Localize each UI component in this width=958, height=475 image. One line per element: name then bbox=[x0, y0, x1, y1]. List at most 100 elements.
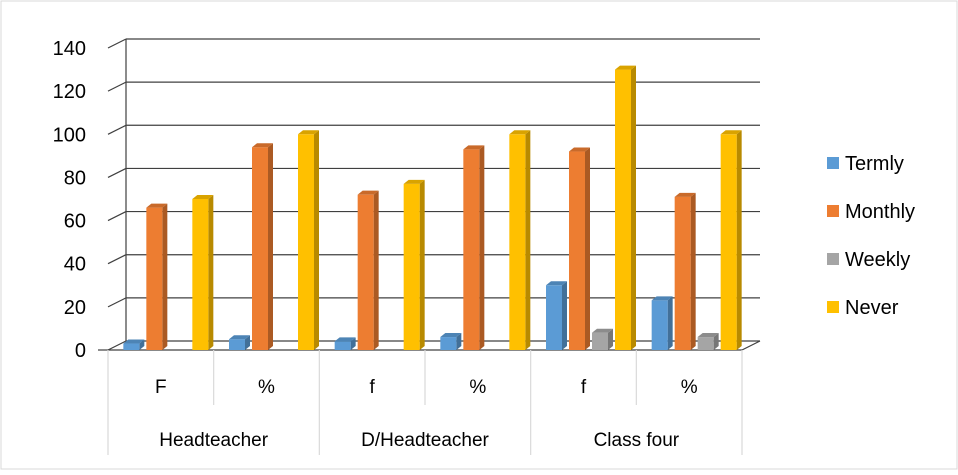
legend-item-monthly: Monthly bbox=[827, 201, 915, 223]
bar-top bbox=[252, 143, 273, 148]
bar-monthly-5 bbox=[674, 192, 696, 350]
bar-termly-2 bbox=[334, 337, 356, 350]
legend-label: Monthly bbox=[845, 201, 915, 223]
bar-front bbox=[463, 149, 480, 350]
bar-side bbox=[690, 192, 696, 350]
y-tick-label: 60 bbox=[64, 211, 86, 233]
bar-termly-3 bbox=[440, 333, 462, 350]
bar-side bbox=[456, 333, 462, 350]
bar-front bbox=[123, 343, 140, 350]
bar-side bbox=[608, 328, 613, 350]
gridline-edge bbox=[107, 297, 127, 308]
bar-top bbox=[229, 335, 250, 340]
bar-front bbox=[298, 134, 314, 350]
bar-side bbox=[562, 281, 567, 350]
bar-side bbox=[245, 335, 250, 350]
bar-top bbox=[357, 190, 379, 195]
bar-top bbox=[615, 65, 636, 70]
bar-front bbox=[720, 134, 737, 350]
legend-label: Weekly bbox=[845, 249, 910, 271]
bar-front bbox=[674, 196, 691, 350]
floor-right-edge bbox=[741, 340, 761, 351]
bar-side bbox=[631, 65, 636, 351]
bar-top bbox=[651, 296, 673, 301]
legend-item-never: Never bbox=[827, 297, 899, 319]
x-category-label: f bbox=[581, 377, 587, 398]
x-group-label: Class four bbox=[594, 430, 680, 451]
bars bbox=[123, 65, 742, 351]
bar-top bbox=[509, 130, 531, 135]
bar-top bbox=[192, 195, 214, 199]
bar-front bbox=[229, 339, 245, 350]
bar-termly-5 bbox=[651, 296, 673, 350]
legend-swatch bbox=[827, 205, 839, 217]
bar-top bbox=[334, 337, 356, 342]
bar-front bbox=[615, 69, 631, 351]
bar-top bbox=[569, 147, 590, 152]
bar-never-2 bbox=[403, 179, 425, 350]
gridline-edge bbox=[107, 211, 127, 222]
legend-label: Never bbox=[845, 297, 899, 319]
gridline-edge bbox=[107, 124, 127, 135]
bar-top bbox=[720, 130, 742, 135]
gridline-edge bbox=[107, 167, 127, 178]
bar-monthly-4 bbox=[569, 147, 590, 350]
bar-top bbox=[403, 179, 425, 184]
bar-front bbox=[252, 147, 268, 350]
legend-item-termly: Termly bbox=[827, 153, 904, 175]
bar-side bbox=[736, 130, 742, 350]
gridline-edge bbox=[107, 340, 127, 351]
y-tick-label: 0 bbox=[75, 340, 86, 362]
bar-side bbox=[713, 333, 719, 350]
bar-front bbox=[651, 300, 668, 350]
y-axis-ticks: 0 20 40 60 80 100 120 140 bbox=[53, 38, 86, 362]
bar-never-0 bbox=[192, 195, 214, 350]
bar-front bbox=[569, 151, 585, 350]
legend-swatch bbox=[827, 253, 839, 265]
x-category-label: % bbox=[469, 377, 486, 398]
bar-top bbox=[298, 130, 319, 135]
bar-top bbox=[674, 192, 696, 197]
bar-never-1 bbox=[298, 130, 319, 350]
x-category-label: F bbox=[155, 377, 167, 398]
x-group-label: Headteacher bbox=[159, 430, 268, 451]
y-tick-label: 100 bbox=[53, 124, 86, 146]
x-category-label: % bbox=[258, 377, 275, 398]
bar-top bbox=[123, 339, 145, 344]
bar-monthly-0 bbox=[146, 203, 168, 350]
bar-termly-1 bbox=[229, 335, 250, 350]
bar-weekly-5 bbox=[697, 333, 719, 350]
y-tick-label: 40 bbox=[64, 254, 86, 276]
bar-top bbox=[546, 281, 567, 286]
bar-front bbox=[357, 194, 374, 350]
bar-front bbox=[509, 134, 526, 350]
bar-monthly-2 bbox=[357, 190, 379, 350]
y-tick-label: 20 bbox=[64, 297, 86, 319]
bar-front bbox=[403, 183, 420, 350]
bar-side bbox=[373, 190, 379, 350]
bar-monthly-3 bbox=[463, 145, 485, 350]
bar-side bbox=[350, 337, 356, 350]
bar-side bbox=[585, 147, 590, 350]
bar-monthly-1 bbox=[252, 143, 273, 350]
bar-top bbox=[592, 328, 613, 333]
bar-top bbox=[440, 333, 462, 338]
x-category-label: % bbox=[681, 377, 698, 398]
gridline-edge bbox=[107, 38, 127, 49]
bar-never-3 bbox=[509, 130, 531, 350]
y-tick-label: 80 bbox=[64, 167, 86, 189]
legend-item-weekly: Weekly bbox=[827, 249, 910, 271]
legend: Termly Monthly Weekly Never bbox=[827, 153, 915, 319]
bar-front bbox=[697, 337, 714, 350]
legend-swatch bbox=[827, 301, 839, 313]
bar-weekly-4 bbox=[592, 328, 613, 350]
bar-side bbox=[139, 339, 145, 350]
bar-front bbox=[192, 199, 209, 350]
bar-termly-4 bbox=[546, 281, 567, 350]
bar-front bbox=[334, 341, 351, 350]
bar-front bbox=[546, 285, 562, 350]
bar-side bbox=[314, 130, 319, 350]
gridline-edge bbox=[107, 254, 127, 265]
